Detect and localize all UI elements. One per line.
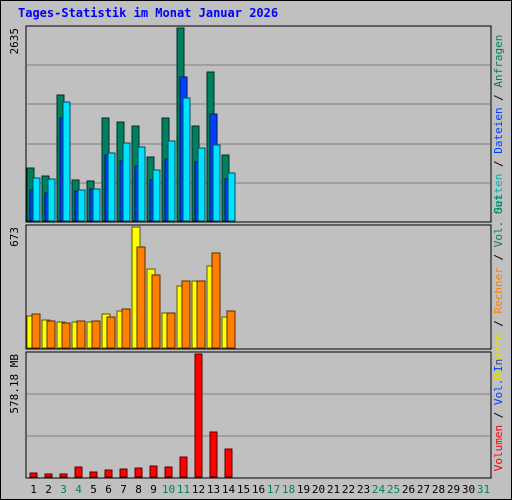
x-tick-label-9: 9	[150, 483, 157, 496]
bar-volumen-day-2	[44, 473, 53, 478]
bar-rechner-day-6	[106, 316, 116, 349]
bar-seiten-day-12	[197, 147, 206, 222]
bar-rechner-day-3	[61, 322, 71, 349]
bar-rechner-day-2	[46, 320, 56, 349]
bar-rechner-day-14	[226, 310, 236, 349]
bar-volumen-day-5	[89, 471, 98, 478]
bar-rechner-day-10	[166, 312, 176, 349]
bar-rechner-day-1	[31, 313, 41, 349]
x-tick-label-8: 8	[135, 483, 142, 496]
bar-volumen-day-1	[29, 472, 38, 478]
x-tick-label-21: 21	[327, 483, 340, 496]
x-tick-label-17: 17	[267, 483, 280, 496]
x-tick-label-13: 13	[207, 483, 220, 496]
bar-seiten-day-5	[92, 188, 101, 222]
x-tick-label-30: 30	[462, 483, 475, 496]
x-tick-label-4: 4	[75, 483, 82, 496]
bar-seiten-day-3	[62, 101, 71, 222]
x-tick-label-20: 20	[312, 483, 325, 496]
x-tick-label-31: 31	[477, 483, 490, 496]
bar-seiten-day-14	[227, 172, 236, 222]
bar-seiten-day-1	[32, 177, 41, 222]
x-tick-label-27: 27	[417, 483, 430, 496]
bar-volumen-day-11	[179, 456, 188, 478]
x-tick-label-19: 19	[297, 483, 310, 496]
legend-entry: /	[492, 405, 505, 425]
bar-rechner-day-9	[151, 274, 161, 349]
bar-rechner-day-5	[91, 320, 101, 349]
legend-entry: /	[492, 247, 505, 267]
x-tick-label-15: 15	[237, 483, 250, 496]
bar-volumen-day-6	[104, 469, 113, 478]
bar-seiten-day-11	[182, 97, 191, 222]
x-tick-label-24: 24	[372, 483, 386, 496]
bar-volumen-day-9	[149, 465, 158, 478]
y-max-label: 578.18 MB	[8, 354, 21, 414]
x-tick-label-11: 11	[177, 483, 190, 496]
x-tick-label-6: 6	[105, 483, 112, 496]
bar-rechner-day-11	[181, 280, 191, 349]
x-tick-label-22: 22	[342, 483, 355, 496]
bar-seiten-day-2	[47, 178, 56, 222]
bar-volumen-day-14	[224, 448, 233, 478]
bar-seiten-day-10	[167, 140, 176, 222]
x-tick-label-18: 18	[282, 483, 295, 496]
bar-rechner-day-4	[76, 320, 86, 349]
x-tick-label-25: 25	[387, 483, 400, 496]
x-tick-label-12: 12	[192, 483, 205, 496]
legend-entry: Rechner	[492, 267, 505, 314]
panel-3-frame	[25, 351, 492, 479]
bar-rechner-day-7	[121, 308, 131, 349]
x-tick-label-23: 23	[357, 483, 370, 496]
legend-entry: /	[492, 313, 505, 333]
x-tick-label-2: 2	[45, 483, 52, 496]
legend-entry: Volumen	[492, 425, 505, 471]
bar-seiten-day-8	[137, 146, 146, 222]
bar-volumen-day-7	[119, 468, 128, 478]
legend-entry: Anfragen	[492, 35, 505, 88]
x-tick-label-14: 14	[222, 483, 236, 496]
bar-seiten-day-6	[107, 152, 116, 222]
bar-volumen-day-12	[194, 353, 203, 478]
bar-rechner-day-12	[196, 280, 206, 349]
legend-2: Besuche / Rechner / Vol. Out	[492, 194, 505, 379]
x-tick-label-1: 1	[30, 483, 37, 496]
bar-volumen-day-3	[59, 473, 68, 478]
legend-entry: Besuche	[492, 333, 505, 379]
x-tick-label-3: 3	[60, 483, 67, 496]
bar-volumen-day-8	[134, 467, 143, 478]
bar-volumen-day-10	[164, 466, 173, 478]
bar-volumen-day-13	[209, 431, 218, 478]
bar-volumen-day-4	[74, 466, 83, 478]
bar-seiten-day-7	[122, 142, 131, 222]
bar-rechner-day-13	[211, 252, 221, 349]
bar-seiten-day-9	[152, 169, 161, 222]
x-tick-label-7: 7	[120, 483, 127, 496]
legend-entry: Vol. Out	[492, 194, 505, 247]
y-max-label: 673	[8, 227, 21, 247]
x-tick-label-10: 10	[162, 483, 175, 496]
x-tick-label-29: 29	[447, 483, 460, 496]
y-max-label: 2635	[8, 28, 21, 55]
legend-entry: Vol. In	[492, 359, 505, 405]
legend-entry: /	[492, 154, 505, 174]
bar-seiten-day-13	[212, 144, 221, 222]
x-tick-label-5: 5	[90, 483, 97, 496]
bar-seiten-day-4	[77, 189, 86, 222]
legend-entry: Seiten	[492, 174, 505, 214]
bar-rechner-day-8	[136, 246, 146, 349]
legend-3: Volumen / Vol. In	[492, 359, 505, 472]
legend-entry: /	[492, 88, 505, 108]
legend-1: Seiten / Dateien / Anfragen	[492, 35, 505, 214]
x-tick-label-28: 28	[432, 483, 445, 496]
chart-title: Tages-Statistik im Monat Januar 2026	[18, 6, 279, 20]
x-tick-label-26: 26	[402, 483, 415, 496]
legend-entry: Dateien	[492, 107, 505, 153]
x-tick-label-16: 16	[252, 483, 265, 496]
